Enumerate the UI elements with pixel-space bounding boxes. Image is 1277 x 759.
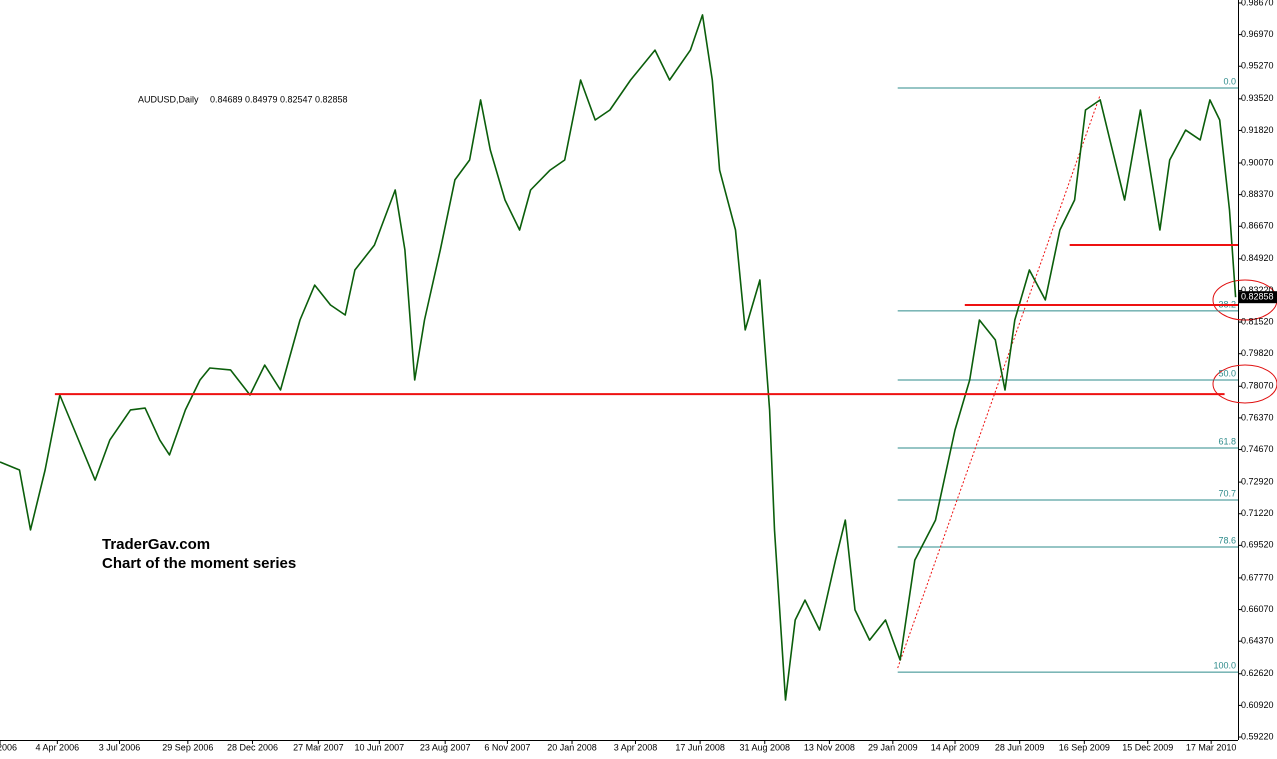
y-tick-label: 0.86670 (1241, 221, 1274, 231)
fib-label: 50.0 (1218, 368, 1236, 378)
x-tick-label: 10 Jun 2007 (355, 742, 405, 752)
x-tick-label: 27 Mar 2007 (293, 742, 344, 752)
x-tick-label: 31 Aug 2008 (739, 742, 790, 752)
watermark: TraderGav.com (102, 536, 210, 553)
symbol: AUDUSD,Daily (138, 94, 199, 104)
y-tick-label: 0.64370 (1241, 636, 1274, 646)
y-tick-label: 0.76370 (1241, 412, 1274, 422)
ohlc-value: 0.84689 (210, 94, 243, 104)
highlight-circle (1212, 279, 1277, 321)
x-tick-label: 4 Apr 2006 (36, 742, 80, 752)
price-box (1239, 291, 1277, 304)
y-tick-label: 0.69520 (1241, 540, 1274, 550)
watermark: Chart of the moment series (102, 555, 296, 572)
fib-label: 61.8 (1218, 436, 1236, 446)
ohlc-value: 0.82547 (280, 94, 313, 104)
x-tick-label: 3 Apr 2008 (614, 742, 658, 752)
price-line (0, 14, 1237, 701)
y-tick-label: 0.98670 (1241, 0, 1274, 7)
x-tick-label: 17 Jun 2008 (675, 742, 725, 752)
y-tick-label: 0.72920 (1241, 476, 1274, 486)
fib-label: 78.6 (1218, 535, 1236, 545)
y-tick-label: 0.66070 (1241, 604, 1274, 614)
x-tick-label: 28 Dec 2006 (227, 742, 278, 752)
y-tick-label: 0.78070 (1241, 381, 1274, 391)
fib-label: 100.0 (1213, 660, 1236, 670)
y-tick-label: 0.71220 (1241, 508, 1274, 518)
y-tick-label: 0.67770 (1241, 572, 1274, 582)
y-tick-label: 0.93520 (1241, 93, 1274, 103)
x-tick-label: 16 Sep 2009 (1059, 742, 1110, 752)
x-tick-label: 17 Mar 2010 (1186, 742, 1237, 752)
x-tick-label: 29 Jan 2009 (868, 742, 918, 752)
fib-label: 70.7 (1218, 488, 1236, 498)
x-tick-label: 20 Jan 2008 (547, 742, 597, 752)
trend-line (897, 94, 1101, 669)
x-tick-label: 3 Jul 2006 (99, 742, 141, 752)
y-tick-label: 0.81520 (1241, 316, 1274, 326)
y-tick-label: 0.91820 (1241, 125, 1274, 135)
y-tick-label: 0.59220 (1241, 731, 1274, 741)
x-tick-label: 14 Apr 2009 (931, 742, 980, 752)
x-tick-label: 28 Jun 2009 (995, 742, 1045, 752)
x-tick-label: 29 Sep 2006 (162, 742, 213, 752)
x-tick-label: 6 Nov 2007 (484, 742, 530, 752)
y-tick-label: 0.84920 (1241, 253, 1274, 263)
price-box-label: 0.82858 (1241, 292, 1274, 302)
y-tick-label: 0.83220 (1241, 285, 1274, 295)
x-tick-label: 13 Nov 2008 (804, 742, 855, 752)
ohlc-value: 0.84979 (245, 94, 278, 104)
fib-label: 0.0 (1223, 76, 1236, 86)
y-tick-label: 0.95270 (1241, 61, 1274, 71)
highlight-circle (1212, 364, 1277, 404)
x-tick-label: 2006 (0, 742, 17, 752)
y-tick-label: 0.60920 (1241, 700, 1274, 710)
y-tick-label: 0.74670 (1241, 444, 1274, 454)
y-tick-label: 0.79820 (1241, 348, 1274, 358)
x-tick-label: 23 Aug 2007 (420, 742, 471, 752)
y-tick-label: 0.96970 (1241, 29, 1274, 39)
y-tick-label: 0.62620 (1241, 668, 1274, 678)
y-tick-label: 0.88370 (1241, 189, 1274, 199)
x-tick-label: 15 Dec 2009 (1122, 742, 1173, 752)
ohlc-value: 0.82858 (315, 94, 348, 104)
y-tick-label: 0.90070 (1241, 157, 1274, 167)
